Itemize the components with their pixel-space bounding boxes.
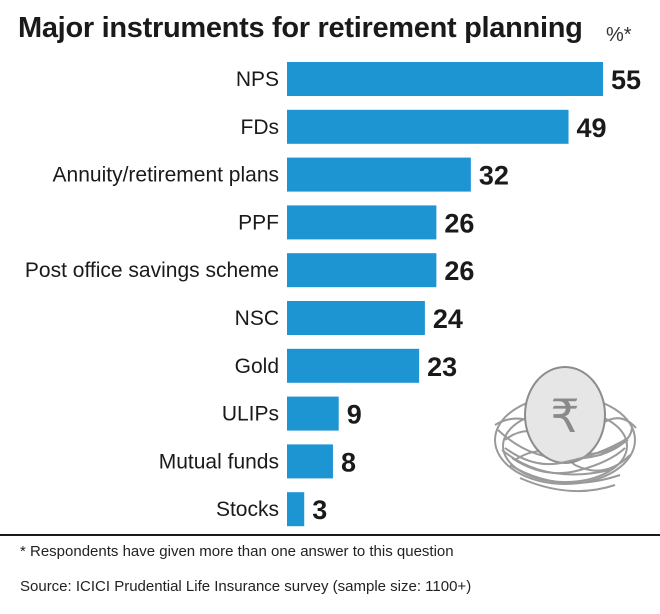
- value-label-nsc: 24: [433, 304, 463, 334]
- category-label-mutual-funds: Mutual funds: [159, 450, 279, 473]
- bar-mutual-funds: [287, 444, 333, 479]
- value-label-nps: 55: [611, 65, 641, 95]
- bar-ppf: [287, 205, 437, 240]
- divider: [0, 534, 660, 536]
- bar-chart: ₹ NPS 55 FDs 49 Annuity/retirement plans 32 PP…: [25, 62, 641, 527]
- category-label-post-office-savings-scheme: Post office savings scheme: [25, 259, 279, 282]
- category-label-ppf: PPF: [238, 211, 279, 234]
- category-label-gold: Gold: [235, 355, 279, 378]
- bar-fds: [287, 109, 569, 144]
- value-label-ppf: 26: [444, 208, 474, 238]
- category-label-annuity-retirement-plans: Annuity/retirement plans: [53, 164, 279, 187]
- value-label-fds: 49: [577, 113, 607, 143]
- unit-label: %*: [606, 24, 632, 46]
- source-note: Source: ICICI Prudential Life Insurance …: [20, 578, 472, 595]
- value-label-mutual-funds: 8: [341, 447, 356, 477]
- category-label-nsc: NSC: [235, 307, 279, 330]
- bar-nsc: [287, 301, 425, 335]
- footnote: * Respondents have given more than one a…: [20, 543, 454, 560]
- category-label-ulips: ULIPs: [222, 403, 279, 426]
- chart-title: Major instruments for retirement plannin…: [18, 12, 583, 44]
- category-label-stocks: Stocks: [216, 498, 279, 521]
- bar-annuity-retirement-plans: [287, 157, 471, 192]
- bar-ulips: [287, 396, 339, 431]
- bar-post-office-savings-scheme: [287, 253, 437, 288]
- bar-stocks: [287, 492, 305, 527]
- nest-egg-rupee-icon: ₹: [494, 366, 637, 493]
- bar-nps: [287, 62, 603, 96]
- category-label-nps: NPS: [236, 68, 279, 91]
- value-label-post-office-savings-scheme: 26: [444, 256, 474, 286]
- value-label-annuity-retirement-plans: 32: [479, 161, 509, 191]
- value-label-gold: 23: [427, 352, 457, 382]
- bar-gold: [287, 348, 420, 383]
- rupee-symbol: ₹: [550, 389, 579, 443]
- category-label-fds: FDs: [241, 116, 280, 139]
- value-label-ulips: 9: [347, 400, 362, 430]
- value-label-stocks: 3: [312, 495, 327, 525]
